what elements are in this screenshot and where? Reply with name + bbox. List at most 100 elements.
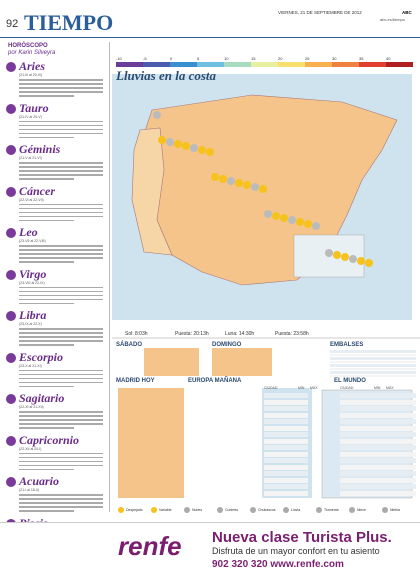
weather-icon <box>206 148 214 156</box>
text-line <box>19 136 74 138</box>
text-line <box>19 178 74 180</box>
sign-icon <box>6 311 16 321</box>
section-heading: DOMINGO <box>212 342 242 348</box>
sign-dates: (21-I al 18-II) <box>19 488 40 492</box>
scale-label: 0 <box>170 56 173 61</box>
table-row <box>330 357 416 360</box>
text-line <box>19 174 103 176</box>
ad-headline: Nueva clase Turista Plus. <box>212 529 392 546</box>
weather-icon <box>190 144 198 152</box>
sign-name: Virgo <box>19 266 47 281</box>
ad[interactable]: renfe Nueva clase Turista Plus. Disfruta… <box>0 522 420 574</box>
madrid-map <box>118 388 184 498</box>
weather-icon <box>325 249 333 257</box>
text-line <box>19 286 103 288</box>
text-line <box>19 419 103 421</box>
text-line <box>19 203 103 205</box>
scale-swatch <box>224 62 251 67</box>
text-line <box>19 91 103 93</box>
legend-label: Cubierto <box>225 508 239 512</box>
weather-icon <box>264 210 272 218</box>
table-row <box>264 490 308 496</box>
sign-icon <box>6 269 16 280</box>
sign-icon <box>6 228 16 238</box>
legend-icon <box>349 507 355 513</box>
rule <box>0 37 420 38</box>
text-line <box>19 336 103 338</box>
weather-icon <box>243 181 251 189</box>
weather-icon <box>166 138 174 146</box>
table-row <box>330 353 416 356</box>
table-row <box>330 360 416 363</box>
legend-icon <box>184 507 190 513</box>
weather-icon <box>251 183 259 191</box>
sign-dates: (22-XII al 20-I) <box>19 446 42 451</box>
scale-swatch <box>143 62 170 67</box>
weather-icon <box>219 175 227 183</box>
table-row <box>340 432 416 437</box>
text-line <box>19 128 103 130</box>
text-line <box>19 170 103 172</box>
ad-tagline: Disfruta de un mayor confort en tu asien… <box>212 546 380 556</box>
table-row <box>264 393 308 398</box>
table-row <box>330 350 416 353</box>
section-heading: MADRID HOY <box>116 378 155 384</box>
sign-dates: (23-X al 21-XI) <box>19 363 42 368</box>
text-line <box>19 385 74 387</box>
section-heading: EMBALSES <box>330 342 364 348</box>
table-row <box>340 451 416 457</box>
text-line <box>19 494 103 496</box>
ad-brand: renfe <box>118 531 182 561</box>
text-line <box>19 253 103 255</box>
text-line <box>19 290 103 292</box>
scale-label: 5 <box>197 56 200 61</box>
text-line <box>19 162 103 164</box>
legend-icon <box>382 507 388 513</box>
ad-contact: 902 320 320 www.renfe.com <box>212 559 344 570</box>
sign-dates: (23-IX al 22-X) <box>19 322 42 326</box>
text-line <box>19 415 103 417</box>
horoscope-title: HORÓSCOPO <box>8 43 48 49</box>
text-line <box>19 132 103 134</box>
table-row <box>264 419 308 424</box>
text-line <box>19 340 103 342</box>
text-line <box>19 249 103 251</box>
table-row <box>340 484 416 489</box>
sign-icon <box>6 352 16 363</box>
table-row <box>264 471 308 476</box>
sign-name: Capricornio <box>19 432 80 447</box>
weather-icon <box>227 177 235 185</box>
table-row <box>264 425 308 431</box>
table-row <box>330 367 416 370</box>
text-line <box>19 460 103 462</box>
saturday-map <box>144 348 199 376</box>
weather-icon <box>280 214 288 222</box>
table-header: MÍN <box>374 386 381 390</box>
text-line <box>19 302 74 304</box>
scale-label: 20 <box>278 56 283 61</box>
table-row <box>264 399 308 405</box>
brand: ABC <box>402 10 412 15</box>
scale-label: 10 <box>224 56 229 61</box>
table-row <box>264 445 308 450</box>
text-line <box>19 215 103 217</box>
text-line <box>19 211 103 213</box>
sign-icon <box>6 145 16 155</box>
scale-swatch <box>170 62 197 67</box>
legend-label: Lluvia <box>291 508 301 512</box>
text-line <box>19 377 103 379</box>
scale-label: 15 <box>251 56 256 61</box>
scale-label: 40 <box>386 56 391 61</box>
scale-label: 30 <box>332 56 337 61</box>
weather-icon <box>365 259 373 267</box>
weather-icon <box>312 222 320 230</box>
scale-label: 35 <box>359 56 364 61</box>
sign-dates: (23-VII al 22-VIII) <box>19 239 46 243</box>
table-header: MÁX <box>386 386 394 390</box>
scale-label: -10 <box>116 56 122 61</box>
table-row <box>330 364 416 367</box>
sign-name: Tauro <box>19 100 49 115</box>
text-line <box>19 120 103 122</box>
sign-name: Libra <box>19 308 47 322</box>
sign-icon <box>6 394 16 404</box>
